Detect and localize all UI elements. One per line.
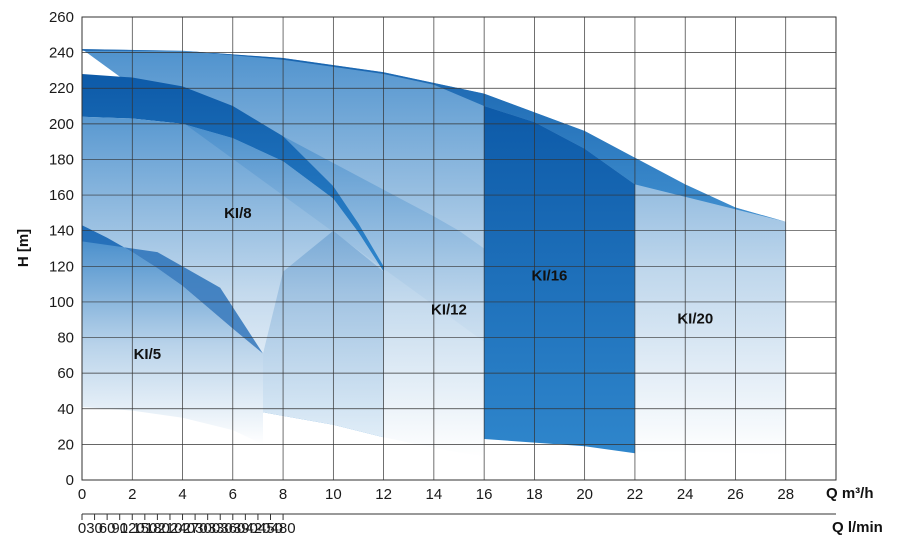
series-label-ki12: KI/12 [431,301,467,318]
y-tick-label: 240 [49,45,74,62]
y-tick-label: 260 [49,9,74,26]
y-tick-label: 100 [49,294,74,311]
y-tick-label: 0 [66,472,74,489]
y-tick-label: 20 [57,436,74,453]
x2-tick-label: 0 [78,520,86,537]
x-tick-label: 16 [476,486,493,503]
y-axis-title: H [m] [15,229,32,267]
series-label-ki8: KI/8 [224,205,252,222]
y-tick-label: 160 [49,187,74,204]
x2-axis-title: Q l/min [832,519,883,536]
y-tick-label: 60 [57,365,74,382]
x-tick-label: 22 [627,486,644,503]
x-tick-label: 10 [325,486,342,503]
y-tick-label: 220 [49,80,74,97]
y-tick-label: 200 [49,116,74,133]
x-tick-label: 4 [178,486,186,503]
x-tick-label: 18 [526,486,543,503]
y-tick-label: 140 [49,223,74,240]
x-axis-ticks: 0 2 4 6 8 10 12 14 16 18 20 22 24 26 28 [78,486,794,503]
series-label-ki16: KI/16 [532,268,568,285]
x-tick-label: 24 [677,486,694,503]
x-tick-label: 2 [128,486,136,503]
y-axis-ticks: 0 20 40 60 80 100 120 140 160 180 200 220 240 260 [49,9,74,489]
x-tick-label: 14 [426,486,443,503]
y-tick-label: 120 [49,258,74,275]
x-tick-label: 28 [777,486,794,503]
pump-performance-chart: 020406080100120140160180200220240260 024… [0,0,900,549]
x-tick-label: 8 [279,486,287,503]
x-tick-label: 0 [78,486,86,503]
y-tick-label: 180 [49,151,74,168]
x-tick-label: 20 [576,486,593,503]
x-tick-label: 6 [229,486,237,503]
series-label-ki20: KI/20 [677,310,713,327]
x-tick-label: 26 [727,486,744,503]
x-axis-title: Q m³/h [826,485,874,502]
x2-tick-label: 480 [271,520,296,537]
x-tick-label: 12 [375,486,392,503]
y-tick-label: 40 [57,401,74,418]
series-label-ki5: KI/5 [134,346,162,363]
x2-axis-ticks: 0 306090120150180210240270300330360390420… [78,514,836,537]
y-tick-label: 80 [57,330,74,347]
